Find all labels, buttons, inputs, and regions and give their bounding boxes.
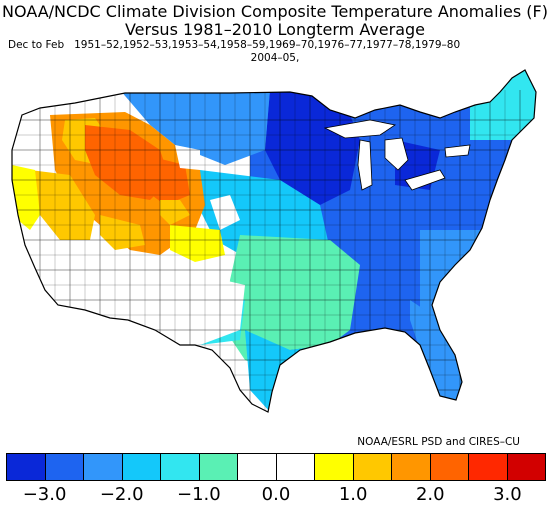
season-label: Dec to Feb	[8, 39, 65, 51]
chart-title-line-2: Versus 1981–2010 Longterm Average	[124, 20, 426, 39]
legend-tick-label: 3.0	[493, 484, 522, 505]
legend-color-box	[276, 454, 315, 480]
legend-color-box	[161, 454, 200, 480]
legend-color-box	[238, 454, 277, 480]
chart-title: NOAA/NCDC Climate Division Composite Tem…	[2, 2, 548, 21]
legend-tick-label: 0.0	[261, 484, 291, 505]
legend-color-box	[507, 454, 545, 480]
legend-color-box	[353, 454, 392, 480]
legend-color-box	[7, 454, 46, 480]
legend-tick-label: −3.0	[22, 484, 67, 505]
legend-color-box	[315, 454, 354, 480]
great-lakes	[323, 119, 471, 191]
legend-color-box	[469, 454, 508, 480]
anomaly-fill-regions	[12, 70, 536, 412]
us-climate-division-map	[11, 69, 537, 413]
legend-color-box	[392, 454, 431, 480]
legend-color-box	[122, 454, 161, 480]
years-list: 1951–52,1952–53,1953–54,1958–59,1969–70,…	[74, 39, 461, 51]
color-legend	[6, 453, 546, 481]
legend-tick-label: −1.0	[176, 484, 221, 505]
legend-ticks: −3.0 −2.0 −1.0 0.0 1.0 2.0 3.0	[0, 484, 550, 505]
subtitle-years: Dec to Feb 1951–52,1952–53,1953–54,1958–5…	[8, 39, 460, 51]
legend-tick-label: −2.0	[99, 484, 144, 505]
legend-color-box	[45, 454, 84, 480]
us-outline	[11, 69, 537, 413]
credit-label: NOAA/ESRL PSD and CIRES–CU	[357, 436, 520, 448]
years-list-continued: 2004–05,	[250, 52, 300, 64]
legend-color-box	[430, 454, 469, 480]
legend-tick-label: 2.0	[415, 484, 445, 505]
legend-color-box	[199, 454, 238, 480]
legend-color-box	[84, 454, 123, 480]
legend-tick-label: 1.0	[338, 484, 368, 505]
